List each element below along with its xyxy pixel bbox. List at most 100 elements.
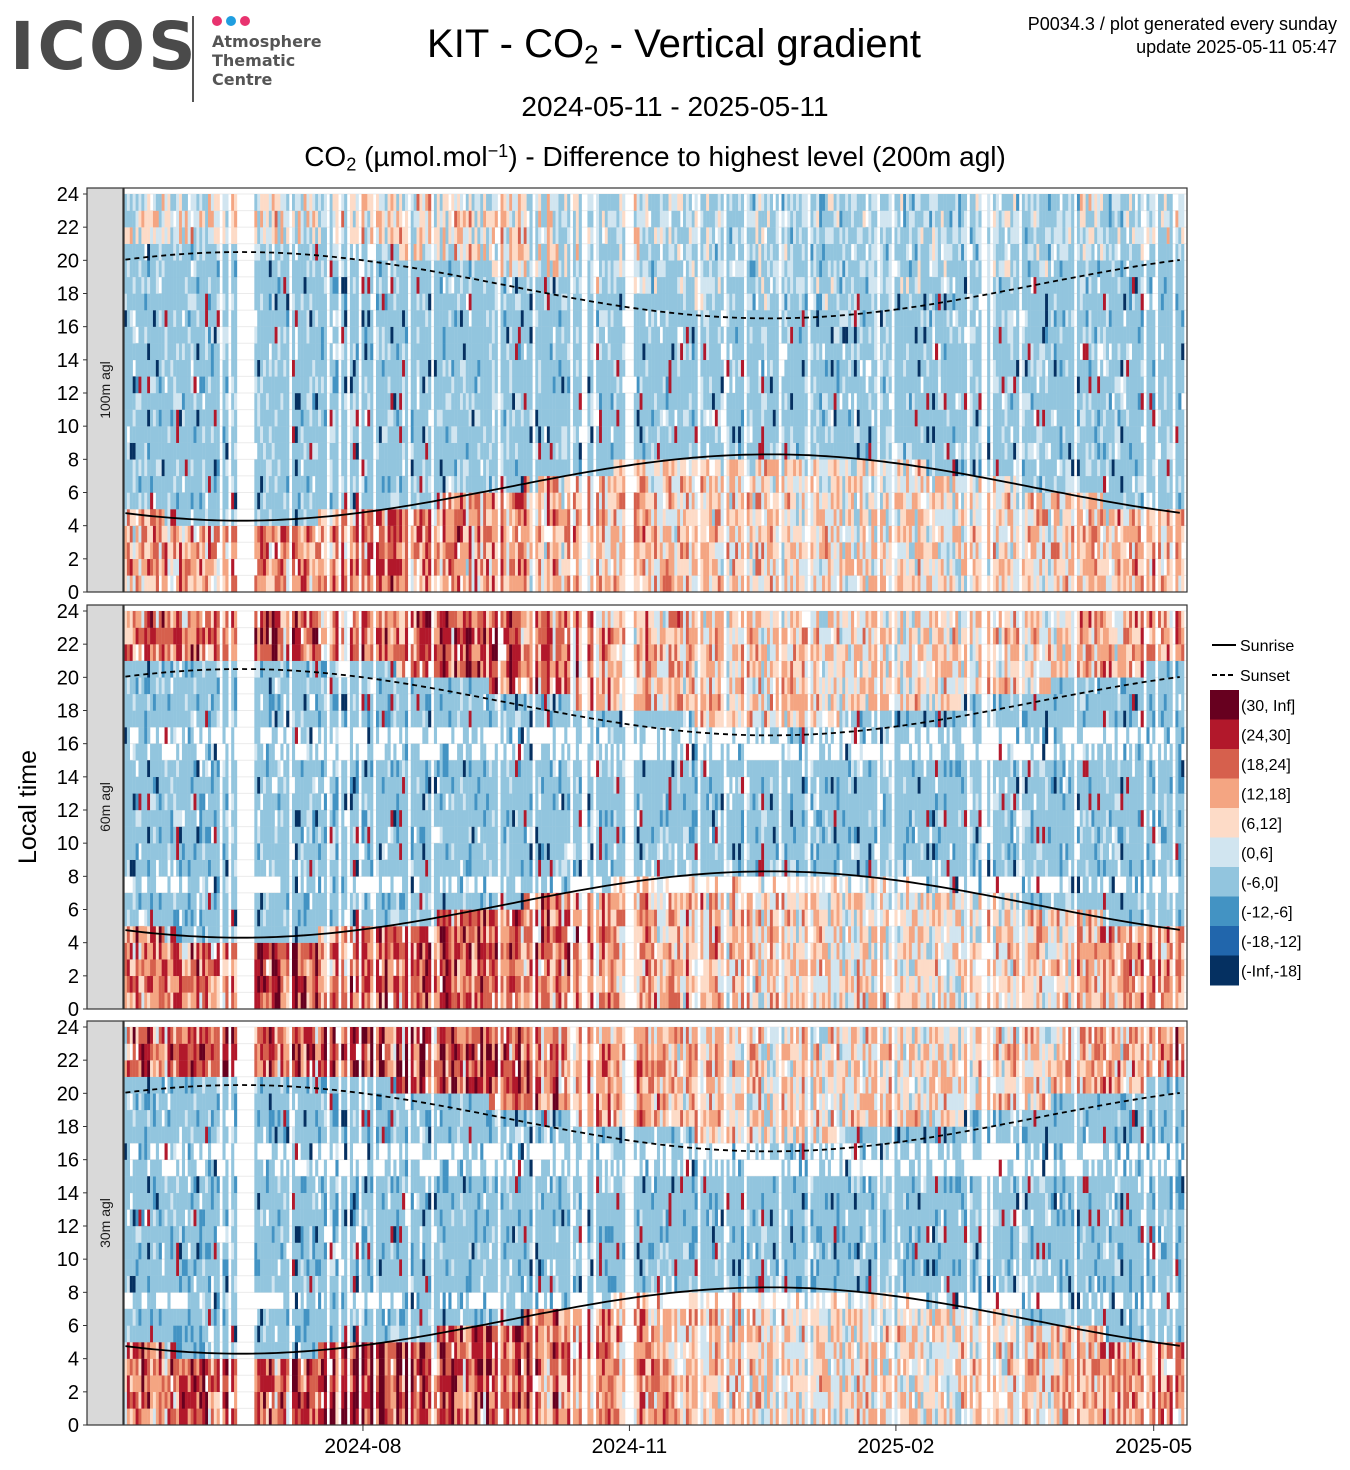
heatmap-cell (283, 509, 286, 526)
heatmap-cell (231, 509, 234, 526)
heatmap-cell (764, 327, 767, 344)
heatmap-cell (324, 476, 327, 493)
heatmap-cell (721, 211, 724, 228)
heatmap-cell (324, 559, 327, 576)
heatmap-cell (295, 360, 298, 377)
heatmap-cell (419, 509, 422, 526)
heatmap-cell (654, 244, 657, 261)
heatmap-cell (390, 310, 393, 327)
heatmap-cell (399, 244, 402, 261)
heatmap-cell (718, 459, 721, 476)
heatmap-cell (506, 260, 509, 277)
heatmap-cell (144, 294, 147, 311)
heatmap-cell (315, 393, 318, 410)
heatmap-cell (173, 327, 176, 344)
heatmap-cell (587, 393, 590, 410)
heatmap-cell (564, 260, 567, 277)
heatmap-cell (622, 277, 625, 294)
heatmap-cell (173, 194, 176, 211)
heatmap-cell (280, 343, 283, 360)
heatmap-cell (567, 376, 570, 393)
heatmap-cell (382, 244, 385, 261)
heatmap-cell (156, 526, 159, 543)
heatmap-cell (579, 277, 582, 294)
heatmap-cell (474, 294, 477, 311)
heatmap-cell (353, 294, 356, 311)
heatmap-cell (782, 244, 785, 261)
heatmap-cell (414, 294, 417, 311)
heatmap-cell (764, 575, 767, 592)
heatmap-cell (515, 227, 518, 244)
heatmap-cell (666, 360, 669, 377)
heatmap-cell (263, 559, 266, 576)
heatmap-cell (298, 493, 301, 510)
heatmap-cell (799, 294, 802, 311)
heatmap-cell (750, 277, 753, 294)
heatmap-cell (399, 310, 402, 327)
heatmap-cell (660, 211, 663, 228)
heatmap-cell (333, 575, 336, 592)
heatmap-cell (587, 327, 590, 344)
heatmap-cell (199, 327, 202, 344)
heatmap-cell (411, 244, 414, 261)
heatmap-cell (657, 526, 660, 543)
heatmap-cell (127, 575, 130, 592)
heatmap-cell (417, 493, 420, 510)
heatmap-cell (304, 426, 307, 443)
heatmap-cell (718, 227, 721, 244)
heatmap-cell (286, 509, 289, 526)
heatmap-cell (344, 493, 347, 510)
heatmap-cell (556, 493, 559, 510)
heatmap-cell (761, 426, 764, 443)
heatmap-cell (396, 476, 399, 493)
heatmap-cell (674, 426, 677, 443)
heatmap-cell (446, 327, 449, 344)
heatmap-cell (599, 260, 602, 277)
heatmap-cell (616, 559, 619, 576)
heatmap-cell (773, 443, 776, 460)
heatmap-cell (182, 227, 185, 244)
heatmap-cell (306, 459, 309, 476)
heatmap-cell (521, 509, 524, 526)
heatmap-cell (231, 194, 234, 211)
heatmap-cell (376, 575, 379, 592)
heatmap-cell (538, 227, 541, 244)
heatmap-cell (217, 211, 220, 228)
heatmap-cell (810, 459, 813, 476)
heatmap-cell (199, 559, 202, 576)
heatmap-cell (211, 211, 214, 228)
heatmap-cell (214, 509, 217, 526)
heatmap-cell (446, 459, 449, 476)
heatmap-cell (660, 575, 663, 592)
heatmap-cell (136, 294, 139, 311)
heatmap-cell (530, 509, 533, 526)
heatmap-cell (414, 443, 417, 460)
heatmap-cell (344, 393, 347, 410)
heatmap-cell (782, 393, 785, 410)
heatmap-cell (550, 277, 553, 294)
heatmap-cell (556, 410, 559, 427)
heatmap-cell (524, 426, 527, 443)
heatmap-cell (269, 426, 272, 443)
heatmap-cell (306, 476, 309, 493)
heatmap-cell (280, 277, 283, 294)
heatmap-cell (396, 327, 399, 344)
heatmap-cell (660, 227, 663, 244)
heatmap-cell (680, 542, 683, 559)
heatmap-cell (127, 343, 130, 360)
heatmap-cell (419, 393, 422, 410)
heatmap-cell (330, 575, 333, 592)
heatmap-cell (194, 211, 197, 228)
heatmap-cell (301, 426, 304, 443)
heatmap-cell (810, 260, 813, 277)
heatmap-cell (266, 260, 269, 277)
heatmap-cell (202, 376, 205, 393)
heatmap-cell (608, 493, 611, 510)
heatmap-cell (718, 277, 721, 294)
heatmap-cell (718, 393, 721, 410)
heatmap-cell (414, 393, 417, 410)
heatmap-cell (182, 343, 185, 360)
heatmap-cell (695, 194, 698, 211)
heatmap-cell (524, 459, 527, 476)
heatmap-cell (344, 459, 347, 476)
